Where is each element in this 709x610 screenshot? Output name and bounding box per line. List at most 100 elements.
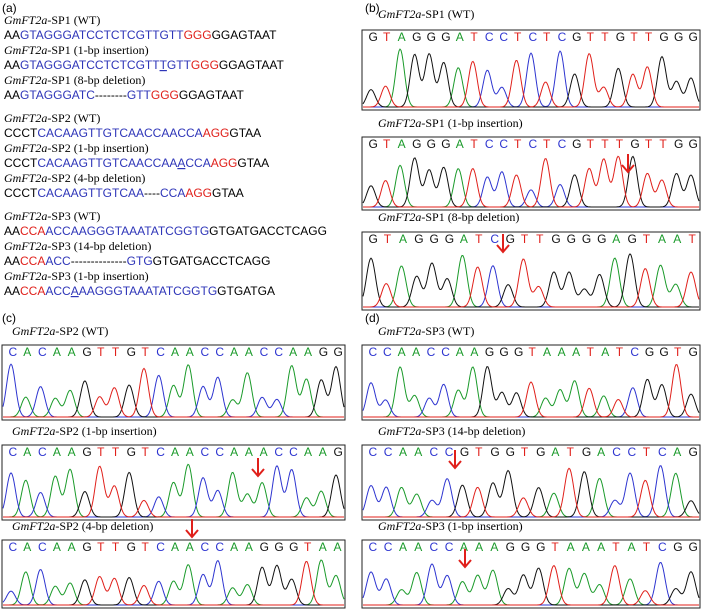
sequence: AAGTAGGGATC--------GTTGGGGGAGTAAT [4, 88, 244, 102]
panel-label: (b) [365, 1, 380, 15]
base-call: G [689, 445, 698, 459]
base-call: A [399, 445, 407, 459]
base-call: T [616, 345, 624, 359]
sequence-segment: CCA [20, 224, 45, 238]
base-call: C [628, 445, 637, 459]
sample-suffix: -SP2 (1-bp insertion) [55, 424, 156, 438]
trace [363, 564, 699, 606]
base-call: T [112, 445, 120, 459]
base-call: A [289, 345, 297, 359]
base-call: T [521, 232, 529, 246]
base-call: G [582, 445, 591, 459]
sample-label: GmFT2a-SP3 (1-bp insertion) [378, 519, 523, 533]
arrow-head [458, 559, 472, 569]
sequence: CCCTCACAAGTTGTCAACCAAACCAAGGGTAA [4, 156, 269, 170]
base-call: A [658, 232, 666, 246]
base-call: T [384, 232, 392, 246]
sequence-segment: CCCT [4, 186, 38, 200]
base-call: A [399, 540, 407, 554]
chromatogram-frame [361, 29, 701, 111]
base-call: C [383, 345, 392, 359]
sample-label: GmFT2a-SP3 (WT) [378, 324, 474, 338]
sequence-segment: CCA [20, 284, 45, 298]
sample-suffix: -SP3 (1-bp insertion) [421, 519, 522, 533]
base-call: T [587, 345, 595, 359]
sequence-segment: GTAGGGATCCTCTCGTTGTT [20, 28, 184, 42]
gene-name: GmFT2a [378, 116, 421, 130]
base-call: G [369, 232, 378, 246]
base-call: C [274, 445, 283, 459]
base-call: A [398, 345, 406, 359]
trace [3, 367, 344, 418]
sequence-segment: GTG [127, 254, 153, 268]
sequence-segment: -------------- [71, 254, 127, 268]
base-call: G [260, 540, 269, 554]
base-call: C [445, 540, 454, 554]
base-call: G [334, 445, 343, 459]
base-call: G [582, 232, 591, 246]
base-call: T [567, 445, 575, 459]
base-call: G [506, 445, 515, 459]
gene-name: GmFT2a [4, 239, 47, 253]
trace [363, 164, 699, 208]
sequence-segment: GTGATGA [217, 284, 275, 298]
sequence-segment: CACAAGTTGTCAACCAA [37, 156, 177, 170]
base-call: A [597, 540, 605, 554]
base-call: T [383, 30, 391, 44]
arrow-head [496, 244, 510, 254]
base-call: G [412, 137, 421, 151]
sample-suffix: -SP1 (WT) [421, 7, 474, 21]
chromatogram-frame [1, 444, 346, 521]
arrow-head [185, 529, 199, 539]
base-call: T [529, 345, 537, 359]
base-call: C [441, 345, 450, 359]
base-call: G [334, 345, 343, 359]
sample-suffix: -SP3 (WT) [47, 209, 100, 223]
base-call: T [514, 137, 522, 151]
trace [363, 467, 699, 518]
sequence-segment: GGAGTAAT [212, 28, 278, 42]
base-call: C [369, 540, 378, 554]
base-call: A [543, 345, 551, 359]
sequence-segment: GGG [184, 28, 212, 42]
sample-label: GmFT2a-SP3 (14-bp deletion) [4, 239, 151, 253]
base-call: C [156, 445, 165, 459]
base-call: A [475, 540, 483, 554]
base-call: G [628, 232, 637, 246]
sample-label: GmFT2a-SP2 (WT) [4, 111, 100, 125]
base-call: G [689, 540, 698, 554]
base-call: A [186, 445, 194, 459]
base-call: A [628, 540, 636, 554]
sequence-segment: AA [4, 224, 20, 238]
sequence-segment: GGG [191, 58, 219, 72]
base-call: G [429, 232, 438, 246]
sequence-segment: GTT [167, 58, 192, 72]
base-call: G [274, 540, 283, 554]
trace [2, 559, 344, 606]
sample-suffix: -SP2 (1-bp insertion) [47, 141, 148, 155]
base-call: G [674, 137, 683, 151]
base-call: C [9, 345, 18, 359]
sequence-segment: AGG [211, 156, 238, 170]
base-call: A [460, 540, 468, 554]
gene-name: GmFT2a [12, 519, 55, 533]
trace [3, 465, 344, 518]
base-call: C [499, 137, 508, 151]
base-call: G [514, 345, 523, 359]
sample-suffix: -SP1 (1-bp insertion) [47, 43, 148, 57]
base-call: G [689, 345, 698, 359]
base-call: G [441, 30, 450, 44]
base-call: C [612, 445, 621, 459]
base-call: A [470, 345, 478, 359]
sequence-segment: A [71, 284, 79, 298]
base-call: C [260, 345, 269, 359]
base-call: C [38, 540, 47, 554]
base-call: T [475, 445, 483, 459]
base-call: G [369, 137, 378, 151]
base-call: G [490, 445, 499, 459]
base-call: G [369, 30, 378, 44]
base-call: A [245, 540, 253, 554]
base-call: A [398, 137, 406, 151]
base-call: A [186, 345, 194, 359]
trace [362, 253, 699, 308]
